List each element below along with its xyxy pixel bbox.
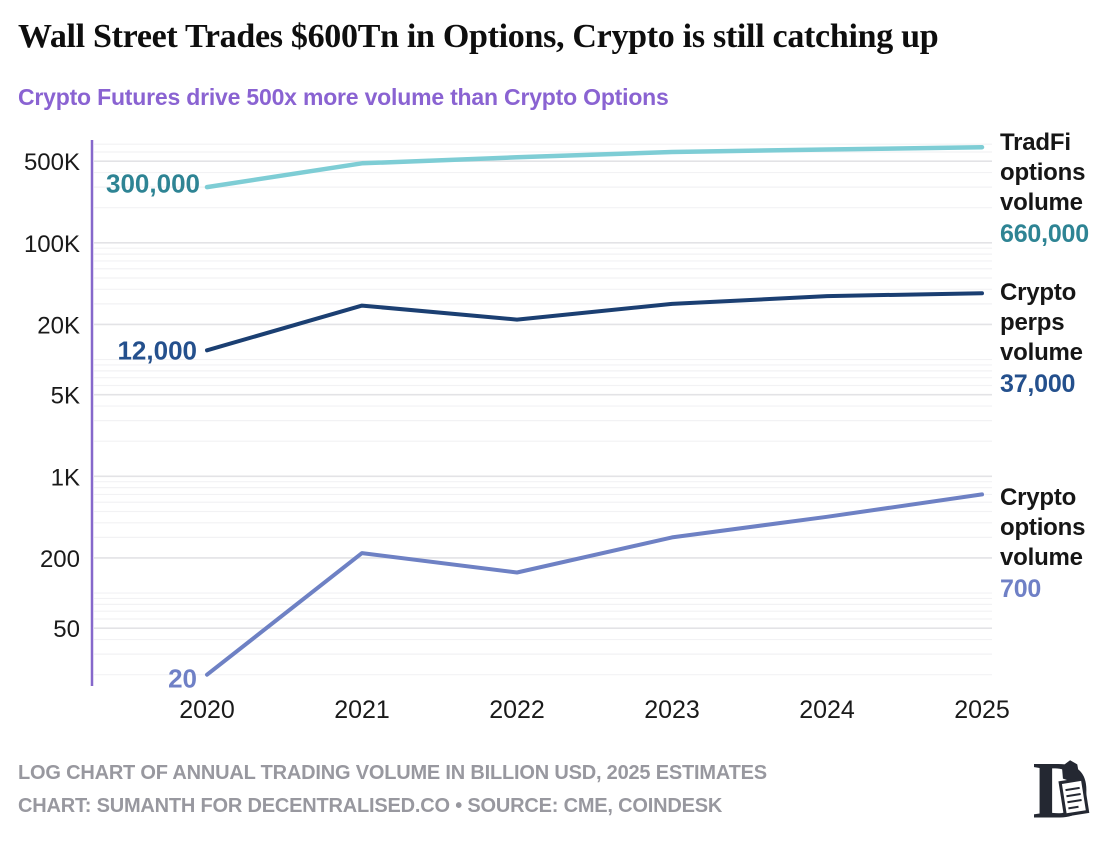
legend-options-value: 700 (1000, 575, 1042, 604)
x-tick-label: 2022 (489, 696, 545, 724)
line-chart: 500K 100K 20K 5K 1K 200 50 2020 2021 2022 2023 2024… (24, 140, 1010, 724)
x-tick-label: 2021 (334, 696, 390, 724)
legend-perps-value: 37,000 (1000, 370, 1076, 399)
legend-perps-label: Crypto perps volume (1000, 279, 1083, 366)
perps-start-value-label: 12,000 (117, 335, 197, 366)
legend-tradfi-label: TradFi options volume (1000, 129, 1086, 216)
x-tick-label: 2020 (179, 696, 235, 724)
y-tick-label: 50 (53, 616, 80, 643)
y-tick-label: 20K (37, 312, 80, 339)
x-tick-label: 2023 (644, 696, 700, 724)
legend-crypto-perps: Crypto perps volume 37,000 (1000, 278, 1104, 399)
legend-tradfi-value: 660,000 (1000, 220, 1089, 249)
footer-credit: CHART: SUMANTH FOR DECENTRALISED.CO • SO… (18, 795, 723, 817)
y-tick-label: 100K (24, 231, 80, 258)
legend-crypto-options: Crypto options volume 700 (1000, 483, 1104, 604)
y-tick-label: 200 (40, 546, 80, 573)
chart-subtitle: Crypto Futures drive 500x more volume th… (18, 84, 669, 110)
series-line-tradfi-options-volume (204, 144, 985, 190)
series-line-crypto-options-volume (205, 492, 984, 677)
series-line-crypto-perps-volume (205, 291, 984, 353)
y-tick-label: 5K (51, 383, 80, 410)
y-tick-label: 500K (24, 149, 80, 176)
decentralised-logo-icon: D (1034, 750, 1090, 836)
tradfi-start-value-label: 300,000 (106, 168, 200, 199)
options-start-value-label: 20 (168, 663, 197, 694)
page-title: Wall Street Trades $600Tn in Options, Cr… (18, 18, 939, 55)
legend-options-label: Crypto options volume (1000, 484, 1086, 571)
footer-note: LOG CHART OF ANNUAL TRADING VOLUME IN BI… (18, 762, 767, 784)
y-tick-label: 1K (51, 464, 80, 491)
x-tick-label: 2025 (954, 696, 1010, 724)
x-tick-label: 2024 (799, 696, 855, 724)
legend-tradfi-options: TradFi options volume 660,000 (1000, 128, 1104, 249)
